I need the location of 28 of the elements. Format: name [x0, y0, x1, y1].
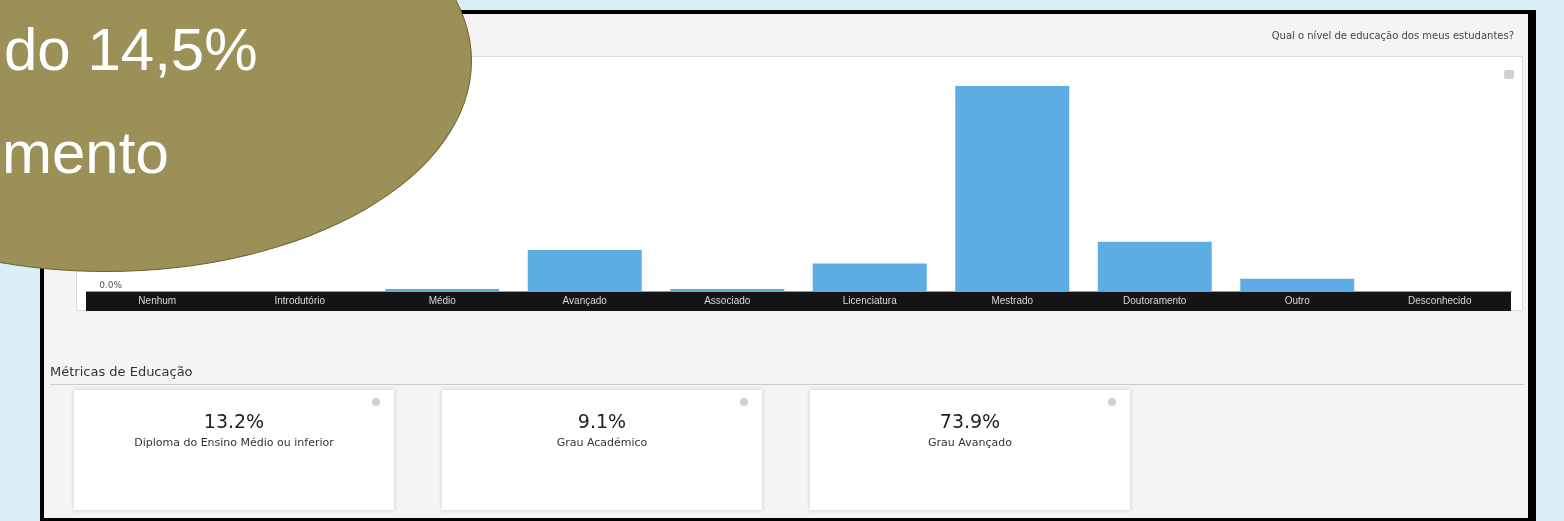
x-tick-label: Médio [428, 294, 457, 306]
bar [385, 288, 500, 291]
x-tick-label: Introdutório [274, 294, 326, 306]
x-tick-label: Outro [1284, 294, 1311, 306]
bar [955, 86, 1070, 291]
x-tick-label: Associado [704, 294, 751, 306]
x-tick-label: Desconhecido [1408, 294, 1472, 306]
bar [670, 288, 785, 291]
bar [527, 250, 642, 291]
text: 13.2% [202, 410, 266, 432]
annotation: mento [2, 118, 169, 187]
text: 73.9% [938, 410, 1002, 432]
bar [812, 263, 927, 291]
annotation: 0.0% [99, 279, 123, 290]
x-tick-label: Avançado [562, 294, 608, 306]
text: Grau Académico [555, 436, 649, 449]
bar [1097, 241, 1212, 291]
text: 9.1% [576, 410, 628, 432]
text: do 14,5% [4, 15, 258, 84]
x-tick-label: Nenhum [138, 294, 177, 306]
chart-title: Qual o nível de educação dos meus estudantes? [1271, 30, 1514, 41]
text: Grau Avançado [927, 436, 1013, 449]
x-tick-label: Doutoramento [1123, 294, 1187, 306]
bar [1240, 278, 1355, 291]
text: Diploma do Ensino Médio ou inferior [133, 436, 335, 449]
x-tick-label: Licenciatura [842, 294, 898, 306]
x-tick-label: Mestrado [991, 294, 1034, 306]
text: Métricas de Educação [50, 364, 1524, 385]
